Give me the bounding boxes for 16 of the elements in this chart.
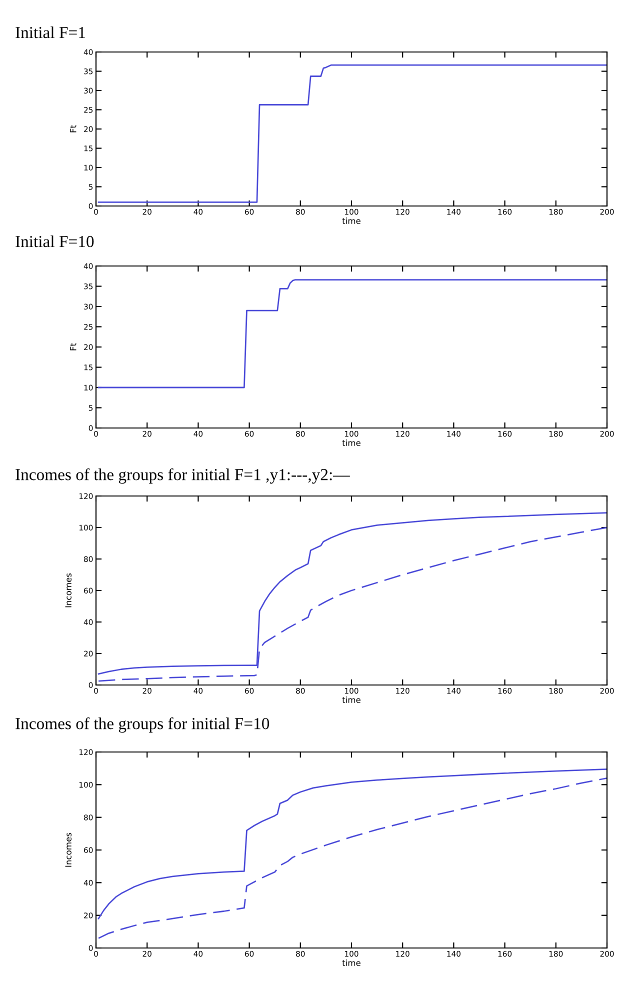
chart-title: Initial F=1 [16, 26, 85, 38]
y-axis-title: Ft [70, 125, 76, 132]
chart-title: Incomes of the groups for initial F=1 ,y1:---,y2:— [16, 468, 350, 484]
x-axis-title: time [342, 696, 360, 704]
line-series [98, 777, 607, 939]
x-axis-title: time [342, 440, 360, 446]
y-axis-title: Incomes [65, 832, 72, 867]
y-axis-title: Incomes [65, 573, 72, 608]
line-series [98, 768, 607, 920]
line-series [98, 279, 607, 388]
y-axis-title: Ft [70, 343, 76, 350]
line-series [98, 64, 607, 203]
x-axis-title: time [342, 960, 360, 966]
chart-title: Incomes of the groups for initial F=10 [16, 717, 270, 733]
x-axis-title: time [342, 218, 360, 224]
chart-title: Initial F=10 [16, 235, 94, 248]
